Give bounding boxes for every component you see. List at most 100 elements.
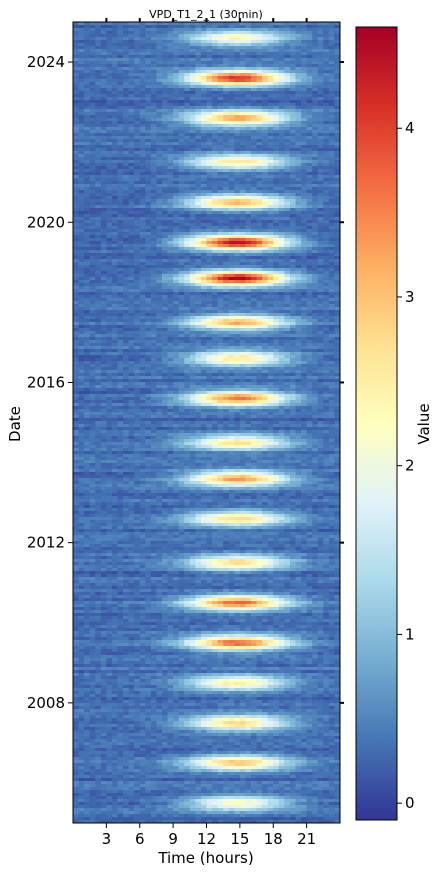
heatmap-cell [117,202,124,206]
heatmap-cell [123,232,130,236]
heatmap-cell [178,271,185,275]
heatmap-cell [134,211,141,215]
heatmap-cell [245,211,252,215]
heatmap-cell [267,298,274,302]
heatmap-cell [217,175,224,179]
heatmap-cell [200,34,207,38]
heatmap-cell [73,259,79,263]
heatmap-cell [189,283,196,287]
heatmap-cell [73,325,79,329]
heatmap-cell [217,163,224,167]
heatmap-cell [134,238,141,242]
heatmap-cell [323,175,330,179]
heatmap-cell [111,175,118,179]
heatmap-cell [106,199,113,203]
heatmap-cell [267,82,274,86]
heatmap-cell [167,163,174,167]
heatmap-cell [162,223,168,227]
heatmap-cell [256,244,263,248]
heatmap-cell [239,175,246,179]
heatmap-cell [278,154,285,158]
heatmap-cell [262,238,269,242]
heatmap-cell [262,145,269,149]
heatmap-cell [223,166,230,170]
heatmap-cell [84,124,91,128]
heatmap-cell [239,61,246,65]
heatmap-cell [256,133,263,137]
heatmap-cell [295,103,302,107]
heatmap-cell [84,172,91,176]
heatmap-cell [223,286,230,290]
heatmap-cell [284,289,291,293]
heatmap-cell [267,148,274,152]
heatmap-cell [84,34,91,38]
heatmap-cell [239,40,246,44]
heatmap-cell [317,88,324,92]
heatmap-cell [251,232,257,236]
heatmap-cell [289,115,296,119]
heatmap-cell [195,94,202,98]
heatmap-cell [328,88,335,92]
heatmap-cell [134,22,141,26]
heatmap-cell [100,247,107,251]
heatmap-cell [111,49,118,53]
heatmap-cell [134,88,141,92]
heatmap-cell [100,28,107,32]
heatmap-cell [217,61,224,65]
heatmap-cell [273,229,280,233]
heatmap-cell [178,160,185,164]
heatmap-cell [301,241,308,245]
heatmap-cell [212,244,219,248]
heatmap-cell [128,139,135,143]
heatmap-cell [89,232,96,236]
heatmap-cell [251,310,257,314]
heatmap-cell [84,67,91,71]
heatmap-cell [267,70,274,74]
heatmap-cell [73,64,79,68]
heatmap-cell [289,67,296,71]
heatmap-cell [195,166,202,170]
heatmap-cell [239,205,246,209]
heatmap-cell [251,286,257,290]
heatmap-cell [89,94,96,98]
heatmap-cell [106,307,113,311]
heatmap-cell [117,61,124,65]
heatmap-cell [228,25,235,29]
heatmap-cell [245,256,252,260]
heatmap-cell [267,115,274,119]
heatmap-cell [117,298,124,302]
heatmap-cell [245,223,252,227]
heatmap-cell [106,142,113,146]
heatmap-cell [234,157,241,161]
heatmap-cell [262,235,269,239]
heatmap-cell [217,73,224,77]
heatmap-cell [284,55,291,59]
heatmap-cell [245,169,252,173]
heatmap-cell [206,28,213,32]
heatmap-cell [89,289,96,293]
heatmap-cell [173,238,180,242]
heatmap-cell [150,115,157,119]
heatmap-cell [178,67,185,71]
heatmap-cell [295,163,302,167]
heatmap-cell [123,154,130,158]
heatmap-cell [328,25,335,29]
heatmap-cell [284,226,291,230]
heatmap-cell [301,325,308,329]
heatmap-cell [323,217,330,221]
heatmap-cell [73,157,79,161]
heatmap-cell [128,34,135,38]
heatmap-cell [111,34,118,38]
heatmap-cell [217,187,224,191]
heatmap-cell [334,40,340,44]
heatmap-cell [200,175,207,179]
heatmap-cell [178,151,185,155]
heatmap-cell [312,328,319,332]
heatmap-cell [156,157,163,161]
heatmap-cell [184,127,191,131]
heatmap-cell [106,172,113,176]
heatmap-cell [317,49,324,53]
heatmap-cell [139,226,146,230]
heatmap-cell [95,97,102,101]
heatmap-cell [256,241,263,245]
